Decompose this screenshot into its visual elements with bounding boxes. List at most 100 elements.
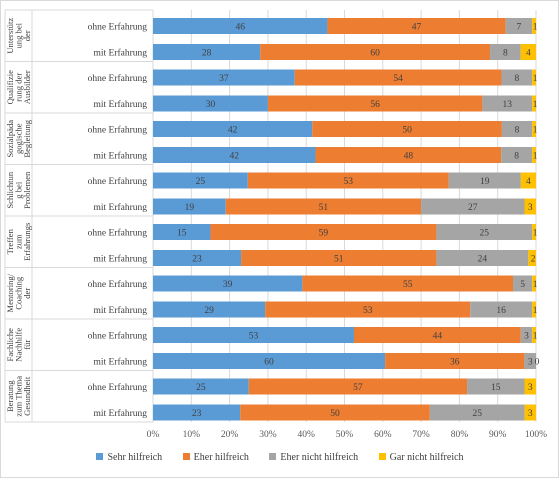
group-label-line: Schlichtun xyxy=(5,171,15,208)
bar-segment xyxy=(470,301,533,318)
bar-segment xyxy=(153,198,226,215)
data-label: 3 xyxy=(528,358,533,368)
data-label: 51 xyxy=(319,203,329,213)
bar-segment xyxy=(153,224,211,240)
data-label: 1 xyxy=(533,74,538,84)
bar-segment xyxy=(532,95,536,112)
bar-segment xyxy=(225,198,422,215)
group-label-line: Qualifizie xyxy=(5,70,15,105)
data-label: 13 xyxy=(503,100,513,110)
data-label: 1 xyxy=(533,23,538,33)
legend-item-gar-nicht-hilfreich: Gar nicht hilfreich xyxy=(378,452,464,463)
bar-segment xyxy=(327,18,506,34)
data-label: 53 xyxy=(249,332,259,342)
data-label: 42 xyxy=(228,126,238,136)
group-label-line: zum Thema xyxy=(14,376,24,417)
data-label: 47 xyxy=(412,23,422,33)
data-label: 1 xyxy=(533,332,538,342)
legend: Sehr hilfreich Eher hilfreich Eher nicht… xyxy=(0,452,560,463)
bar-segment xyxy=(153,44,261,60)
group-label-line: Beratung xyxy=(5,380,15,412)
bar-segment xyxy=(501,147,533,163)
group-label-line: zum xyxy=(14,234,24,249)
data-label: 19 xyxy=(185,203,195,213)
bar-segment xyxy=(532,147,536,163)
legend-item-eher-nicht-hilfreich: Eher nicht hilfreich xyxy=(269,452,358,463)
bar-segment xyxy=(520,327,533,343)
bar-segment xyxy=(532,275,536,292)
group-label: Schlichtung beiProblemen xyxy=(5,171,32,209)
data-label: 0 xyxy=(535,358,540,368)
bar-segment xyxy=(429,404,525,421)
data-label: 42 xyxy=(229,152,239,162)
bar-segment xyxy=(153,95,268,112)
bar-segment xyxy=(241,250,437,266)
group-label-line: Coaching xyxy=(14,276,24,310)
bar-segment xyxy=(421,198,525,215)
data-label: 8 xyxy=(514,152,519,162)
legend-label: Gar nicht hilfreich xyxy=(389,452,464,463)
bar-segment xyxy=(436,250,529,266)
bar-segment xyxy=(153,404,241,421)
bar-segment xyxy=(385,353,525,369)
data-label: 1 xyxy=(533,280,538,290)
group-label-line: der xyxy=(22,288,32,299)
bar-segment xyxy=(501,69,533,86)
row-label: mit Erfahrung xyxy=(93,202,147,213)
data-label: 7 xyxy=(517,23,522,33)
data-label: 29 xyxy=(204,306,214,316)
x-tick-label: 10% xyxy=(183,430,201,440)
data-label: 24 xyxy=(478,255,488,265)
data-label: 44 xyxy=(433,332,443,342)
data-label: 60 xyxy=(370,49,380,59)
bar-segment xyxy=(153,378,249,395)
data-label: 28 xyxy=(202,49,212,59)
data-label: 25 xyxy=(480,229,490,239)
bar-segment xyxy=(532,69,536,86)
row-label: mit Erfahrung xyxy=(93,357,147,368)
data-label: 48 xyxy=(404,152,414,162)
x-tick-label: 50% xyxy=(336,430,354,440)
data-label: 36 xyxy=(450,358,460,368)
bar-segment xyxy=(153,250,242,266)
data-label: 57 xyxy=(353,383,363,393)
data-label: 60 xyxy=(264,358,274,368)
data-label: 55 xyxy=(403,280,413,290)
data-label: 54 xyxy=(393,74,403,84)
group-label-line: g bei xyxy=(14,181,24,199)
bar-segment xyxy=(524,353,536,369)
bar-segment xyxy=(532,121,536,137)
data-label: 37 xyxy=(219,74,229,84)
legend-swatch xyxy=(378,453,386,460)
bar-segment xyxy=(153,327,354,343)
bar-segment xyxy=(302,275,514,292)
group-label: Mentoring/Coachingder xyxy=(5,273,32,312)
bar-segment xyxy=(532,18,536,34)
x-tick-label: 90% xyxy=(489,430,507,440)
data-label: 15 xyxy=(491,383,501,393)
bar-segment xyxy=(265,301,471,318)
group-label: SozialpädagogischeBegleitung xyxy=(5,119,32,157)
data-label: 1 xyxy=(533,229,538,239)
group-label-line: Nachhilfe xyxy=(14,328,24,362)
data-label: 1 xyxy=(533,152,538,162)
row-label: ohne Erfahrung xyxy=(88,73,148,84)
group-label-line: Sozialpäda xyxy=(5,120,15,158)
bar-segment xyxy=(153,121,313,137)
bar-segment xyxy=(501,121,533,137)
bar-segment xyxy=(528,250,536,266)
row-label: ohne Erfahrung xyxy=(88,331,148,342)
row-label: ohne Erfahrung xyxy=(88,382,148,393)
legend-swatch xyxy=(96,453,104,460)
bar-segment xyxy=(513,275,533,292)
bar-segment xyxy=(520,172,536,189)
data-label: 59 xyxy=(319,229,329,239)
bar-segment xyxy=(260,44,491,60)
data-label: 2 xyxy=(531,255,536,265)
row-label: mit Erfahrung xyxy=(93,254,147,265)
group-label-line: Problemen xyxy=(22,171,32,209)
data-label: 53 xyxy=(344,177,354,187)
data-label: 5 xyxy=(520,280,525,290)
x-tick-label: 80% xyxy=(451,430,469,440)
